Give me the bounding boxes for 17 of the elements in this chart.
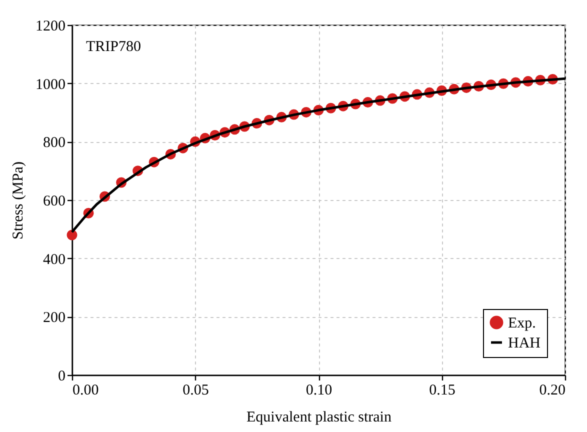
y-tick-label: 1000 xyxy=(36,76,66,93)
x-tick-label: 0.00 xyxy=(72,382,99,398)
y-tick-label: 400 xyxy=(43,252,66,268)
x-axis-title: Equivalent plastic strain xyxy=(246,410,392,426)
y-tick-label: 800 xyxy=(43,135,66,152)
legend-label: Exp. xyxy=(508,316,536,332)
annotation: TRIP780 xyxy=(86,39,142,55)
legend-label: HAH xyxy=(508,336,541,352)
y-tick-label: 200 xyxy=(43,310,66,326)
x-tick-label: 0.15 xyxy=(429,382,456,398)
y-tick-label: 0 xyxy=(58,368,66,384)
x-tick-label: 0.10 xyxy=(306,382,332,398)
y-axis-title: Stress (MPa) xyxy=(10,162,26,240)
y-tick-label: 600 xyxy=(43,194,66,210)
x-tick-label: 0.20 xyxy=(539,382,566,398)
y-tick-label: 1200 xyxy=(36,18,66,34)
x-tick-label: 0.05 xyxy=(182,382,209,398)
